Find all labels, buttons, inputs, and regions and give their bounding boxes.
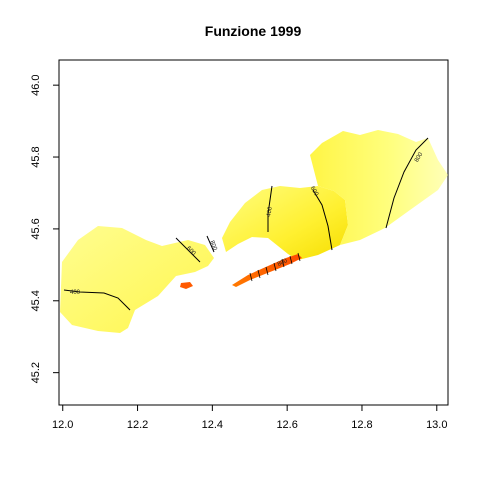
x-tick-label: 12.8: [351, 419, 372, 431]
x-tick-label: 13.0: [426, 419, 447, 431]
y-tick-label: 45.6: [30, 218, 42, 239]
region-east: [310, 130, 448, 245]
contour-label: 400: [70, 290, 81, 296]
region-hotspot-small: [180, 282, 193, 289]
contour-label: 800: [414, 151, 425, 163]
contour-label: 800: [277, 258, 289, 268]
chart-title: Funzione 1999: [205, 23, 302, 39]
contour-line: [385, 137, 429, 229]
contour-line: [206, 235, 215, 253]
contour-label: 600: [185, 246, 197, 258]
contour-label: 400: [266, 206, 274, 218]
contour-label: 800: [208, 240, 217, 252]
map-layer: 400 600 800 400 600 800 800: [60, 130, 448, 333]
contour-line: [312, 189, 333, 251]
y-tick-label: 45.2: [30, 362, 42, 383]
x-tick-label: 12.0: [52, 419, 73, 431]
y-axis: 45.2 45.4 45.6 45.8 46.0: [30, 74, 59, 383]
x-axis: 12.0 12.2 12.4 12.6 12.8 13.0: [52, 405, 447, 431]
x-tick-label: 12.2: [127, 419, 148, 431]
x-tick-label: 12.6: [276, 419, 297, 431]
contour-line: [267, 185, 273, 232]
contour-ticks: [249, 252, 301, 282]
region-central: [222, 186, 348, 260]
contour-line: [63, 289, 131, 311]
y-tick-label: 45.4: [30, 290, 42, 311]
x-tick-label: 12.4: [202, 419, 223, 431]
plot-frame: [58, 59, 449, 406]
contour-line: [175, 237, 201, 263]
contour-label: 600: [309, 186, 320, 198]
y-tick-label: 45.8: [30, 146, 42, 167]
region-west: [60, 226, 214, 333]
y-tick-label: 46.0: [30, 74, 42, 95]
